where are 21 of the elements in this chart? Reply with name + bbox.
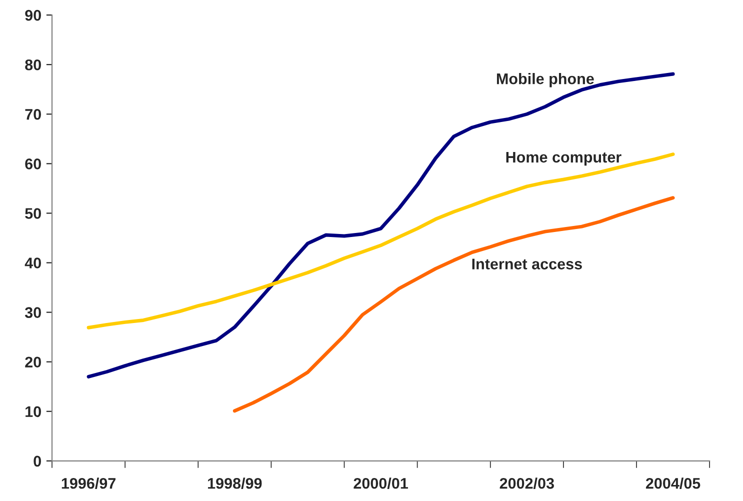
y-tick-label: 40 (24, 258, 41, 268)
series-label: Mobile phone (496, 73, 594, 88)
line-series (86, 72, 675, 378)
line-series (232, 196, 675, 413)
y-tick-label: 50 (25, 208, 41, 219)
y-tick-label: 70 (25, 108, 41, 120)
x-tick-label: 2004/05 (646, 478, 700, 489)
y-tick-label: 20 (25, 356, 41, 368)
y-tick-label: 30 (24, 307, 41, 318)
x-tick-label: 1998/99 (208, 478, 262, 489)
y-tick-label: 10 (26, 406, 41, 418)
series-label: Internet access (472, 258, 582, 270)
y-tick-label: 0 (34, 456, 41, 467)
y-tick-label: 90 (25, 10, 41, 21)
x-tick-label: 2002/03 (500, 478, 554, 489)
line-series (86, 152, 675, 330)
x-tick-label: 2000/01 (354, 478, 408, 489)
y-tick-label: 80 (25, 59, 41, 70)
x-tick-label: 1996/97 (62, 478, 116, 489)
y-tick-label: 60 (25, 158, 41, 170)
series-label: Home computer (506, 152, 622, 166)
